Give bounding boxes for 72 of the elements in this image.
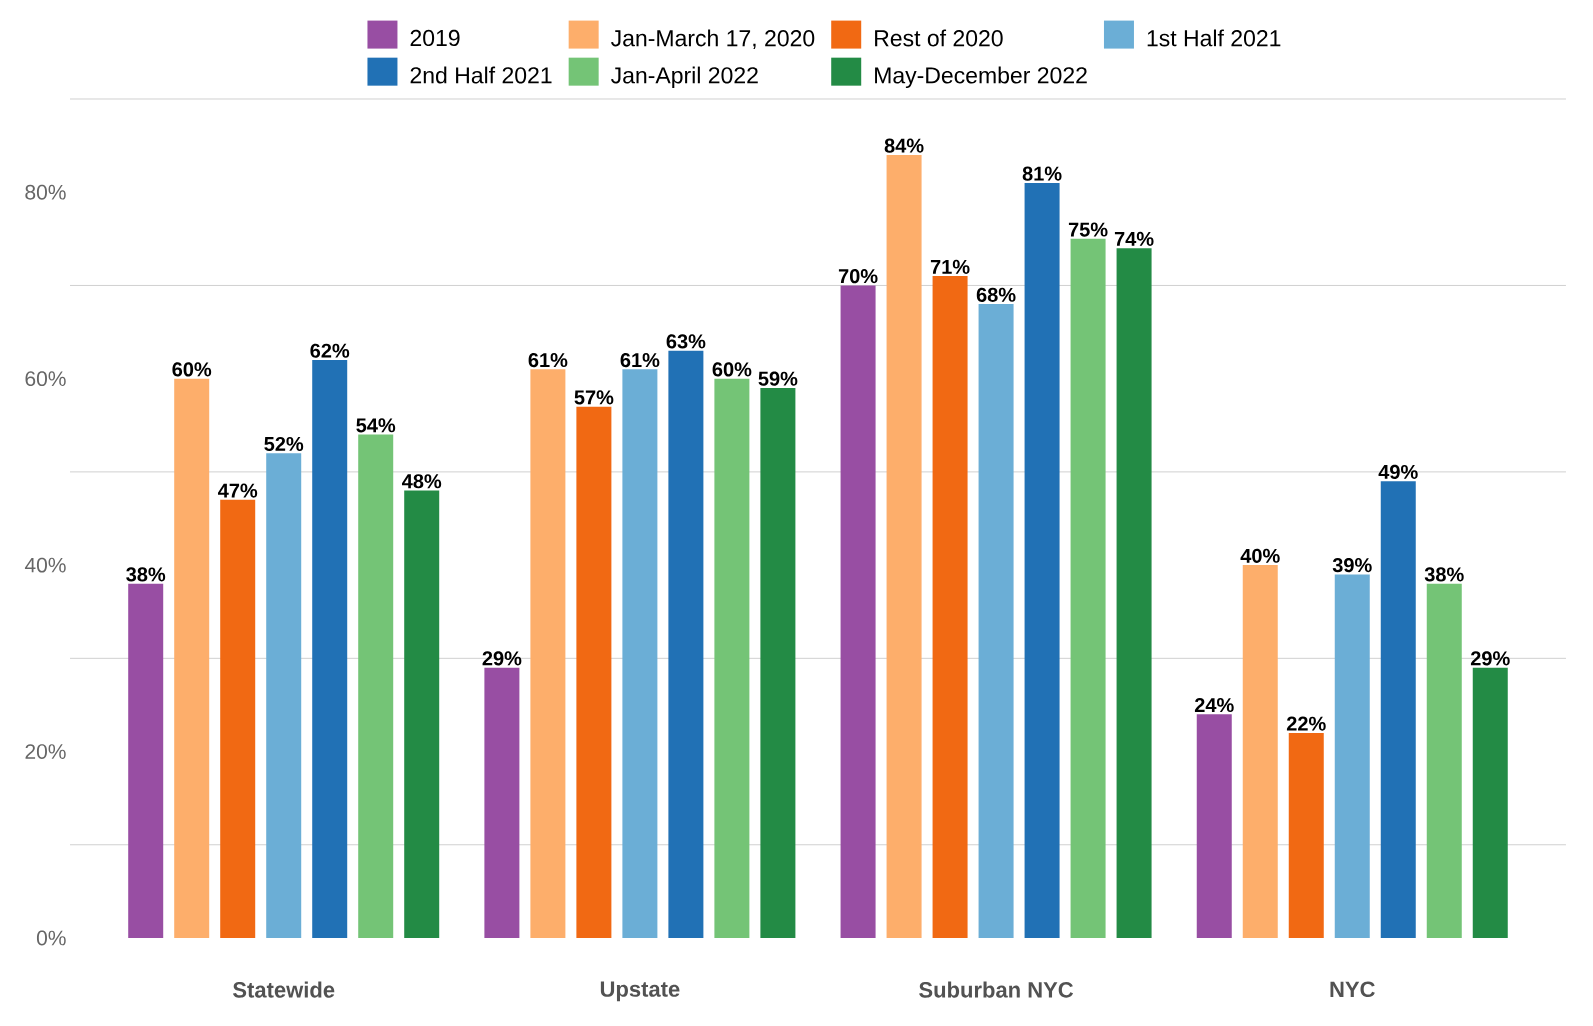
data-label: 39%	[1332, 558, 1372, 573]
bar	[978, 304, 1014, 938]
legend-label: 2019	[410, 29, 460, 47]
data-label: 75%	[1068, 222, 1108, 237]
x-tick-label: NYC	[1330, 981, 1375, 998]
bar	[932, 276, 968, 938]
bar	[760, 387, 796, 938]
y-tick-label: 20%	[25, 744, 66, 759]
bar	[404, 490, 440, 938]
legend-label: 1st Half 2021	[1147, 29, 1281, 47]
y-tick-label: 40%	[24, 557, 66, 573]
data-label: 57%	[574, 390, 614, 405]
legend-label: May-December 2022	[875, 66, 1087, 89]
data-label: 70%	[838, 269, 878, 284]
data-label: 63%	[666, 334, 706, 349]
bar	[668, 350, 704, 938]
x-tick-label: Statewide	[233, 981, 335, 998]
y-tick-label: 0%	[36, 930, 66, 946]
bar	[1242, 565, 1278, 938]
data-label: 52%	[264, 436, 304, 452]
data-label: 38%	[126, 567, 166, 582]
x-tick-label: Suburban NYC	[919, 981, 1074, 998]
data-label: 49%	[1378, 464, 1418, 480]
bar	[622, 369, 658, 938]
bar	[530, 369, 566, 938]
legend-label: Jan-March 17, 2020	[611, 29, 815, 50]
bar	[358, 434, 394, 938]
data-label: 47%	[217, 483, 258, 498]
bar	[312, 360, 348, 938]
bar	[1196, 714, 1232, 938]
data-label: 71%	[930, 259, 970, 274]
data-label: 60%	[172, 362, 212, 377]
legend-label: Rest of 2020	[875, 29, 1003, 47]
bar	[1070, 238, 1106, 938]
data-label: 38%	[1424, 567, 1464, 582]
bar	[1426, 583, 1462, 938]
data-label: 60%	[712, 362, 752, 377]
y-tick-label: 60%	[25, 371, 66, 387]
bar	[128, 583, 164, 938]
data-label: 68%	[976, 287, 1016, 302]
bar	[220, 499, 256, 938]
data-label: 40%	[1240, 548, 1280, 563]
bar	[1334, 574, 1370, 938]
data-label: 84%	[884, 138, 924, 153]
x-tick-label: Upstate	[600, 981, 680, 1002]
data-label: 61%	[620, 352, 660, 368]
bar	[576, 406, 612, 938]
bar	[1024, 182, 1060, 938]
data-label: 29%	[1470, 651, 1510, 666]
bar	[1116, 248, 1152, 938]
data-label: 54%	[356, 418, 396, 433]
data-label: 62%	[310, 343, 350, 358]
data-label: 29%	[482, 651, 522, 666]
data-label: 59%	[758, 371, 798, 386]
data-label: 48%	[401, 474, 442, 489]
bar	[174, 378, 210, 938]
data-label: 74%	[1114, 231, 1154, 246]
data-label: 81%	[1022, 166, 1062, 181]
bar	[1288, 732, 1324, 938]
bar	[840, 285, 876, 938]
legend-label: 2nd Half 2021	[410, 66, 552, 84]
bar	[266, 453, 302, 938]
bar	[886, 154, 922, 938]
y-tick-label: 80%	[25, 184, 66, 200]
data-label: 22%	[1286, 716, 1326, 731]
data-label: 61%	[528, 352, 568, 368]
bar	[714, 378, 750, 938]
data-label: 24%	[1194, 697, 1234, 713]
bar	[1472, 667, 1508, 938]
legend-label: Jan-April 2022	[611, 66, 758, 89]
bar	[1380, 481, 1416, 938]
bar	[484, 667, 520, 938]
